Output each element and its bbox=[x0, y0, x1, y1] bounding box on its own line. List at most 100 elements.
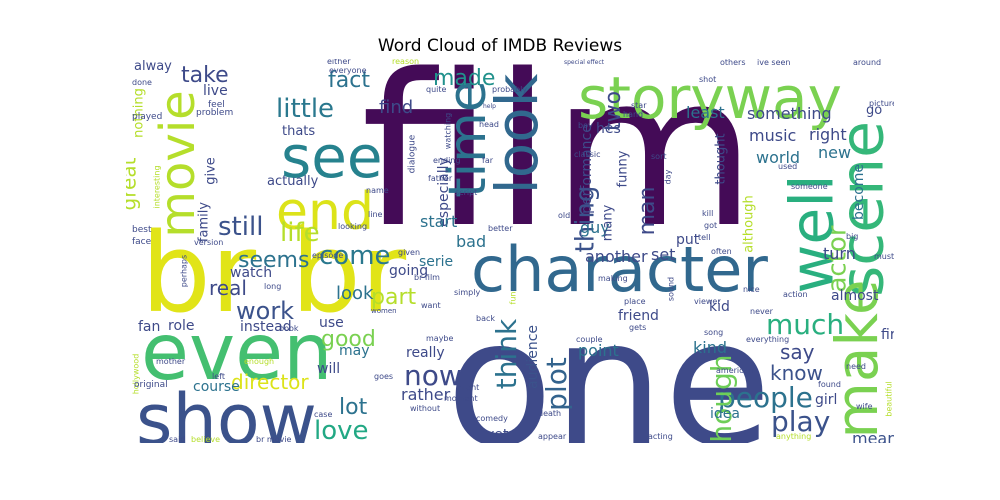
word-done: done bbox=[132, 78, 152, 87]
word-might: might bbox=[456, 383, 479, 392]
word-come: come bbox=[319, 241, 391, 271]
word-looking: looking bbox=[338, 222, 367, 231]
word-know: know bbox=[770, 361, 823, 385]
word-women: women bbox=[371, 307, 397, 315]
word-never: never bbox=[750, 307, 774, 316]
word-sort: sort bbox=[651, 152, 667, 161]
word-course: course bbox=[193, 379, 240, 395]
word-make: make bbox=[823, 279, 891, 438]
word-ive-seen: ive seen bbox=[757, 59, 791, 67]
word-look: look bbox=[483, 73, 551, 194]
word-nice: nice bbox=[743, 285, 760, 294]
word-name: name bbox=[366, 186, 389, 195]
word-problem: problem bbox=[196, 108, 233, 118]
word-making: making bbox=[598, 274, 628, 283]
word-really: really bbox=[406, 345, 445, 361]
word-viewer: viewer bbox=[694, 297, 721, 306]
word-end: end bbox=[276, 182, 374, 242]
word-even: even bbox=[141, 308, 333, 398]
word-around: around bbox=[853, 59, 881, 67]
word-time: time bbox=[438, 80, 498, 197]
word-thing: thing bbox=[571, 186, 601, 253]
word-said: said bbox=[169, 435, 185, 443]
word-mother: mother bbox=[156, 357, 186, 366]
word-least: least bbox=[686, 103, 725, 122]
word-wife: wife bbox=[856, 402, 873, 411]
word-instead: instead bbox=[240, 319, 292, 335]
word-though: though bbox=[705, 354, 738, 443]
word-interesting: interesting bbox=[153, 165, 162, 208]
word-shot: shot bbox=[699, 75, 716, 84]
word-fun: fun bbox=[509, 292, 518, 305]
word-long: long bbox=[264, 282, 281, 291]
word-director: director bbox=[231, 370, 309, 394]
word-place: place bbox=[624, 297, 646, 306]
word-see: see bbox=[281, 123, 383, 191]
word-start: start bbox=[420, 212, 457, 231]
word-everything: everything bbox=[746, 335, 789, 344]
word-book: book bbox=[279, 324, 299, 333]
word-film: film bbox=[361, 59, 756, 274]
word-good: good bbox=[321, 327, 376, 352]
cloud-background bbox=[126, 59, 894, 443]
word-song: song bbox=[704, 328, 723, 337]
word-thats: thats bbox=[282, 124, 315, 139]
word-others: others bbox=[720, 59, 745, 67]
word-role: role bbox=[168, 318, 195, 334]
word-love: love bbox=[314, 416, 369, 443]
word-played: played bbox=[132, 112, 162, 122]
word-tell: tell bbox=[698, 233, 711, 242]
word-acting: acting bbox=[648, 432, 673, 441]
word-got: got bbox=[704, 221, 717, 230]
word-especially: especially bbox=[436, 157, 452, 227]
word-without: without bbox=[410, 404, 440, 413]
word-think: think bbox=[490, 318, 523, 389]
word-music: music bbox=[749, 126, 796, 145]
word-alway: alway bbox=[134, 59, 172, 74]
word-must: must bbox=[874, 252, 894, 261]
word-hollywood: hollywood bbox=[132, 354, 141, 395]
word-gets: gets bbox=[629, 323, 646, 332]
word-someone: someone bbox=[791, 182, 828, 191]
word-made: made bbox=[433, 66, 495, 91]
word-death: death bbox=[538, 409, 561, 418]
word-right: right bbox=[809, 125, 847, 144]
word-head: head bbox=[479, 120, 499, 129]
word-something: something bbox=[747, 104, 832, 123]
word-maybe: maybe bbox=[426, 334, 454, 343]
word-dialogue: dialogue bbox=[408, 134, 418, 173]
word-boy: boy bbox=[578, 121, 593, 130]
word-idea: idea bbox=[710, 406, 740, 422]
word-want: want bbox=[421, 301, 441, 310]
word-first: first bbox=[881, 327, 894, 343]
word-original: original bbox=[134, 380, 168, 390]
word-left: left bbox=[212, 372, 225, 381]
word-comedy: comedy bbox=[476, 414, 508, 423]
word-bad: bad bbox=[456, 232, 486, 251]
word-use: use bbox=[319, 315, 344, 331]
word-actor: actor bbox=[823, 225, 853, 292]
word-found: found bbox=[818, 380, 841, 389]
word-well: well bbox=[778, 174, 848, 293]
word-nothing: nothing bbox=[132, 88, 147, 138]
word-version: version bbox=[194, 238, 223, 247]
word-kind: kind bbox=[693, 338, 727, 357]
word-case: case bbox=[314, 410, 332, 419]
word-episode: episode bbox=[312, 251, 343, 260]
word-great: great bbox=[126, 157, 141, 210]
word-help: help bbox=[483, 103, 496, 110]
word-kill: kill bbox=[702, 209, 713, 218]
word-actually: actually bbox=[267, 174, 319, 189]
word-go: go bbox=[866, 103, 882, 118]
word-simply: simply bbox=[454, 288, 480, 297]
word-watch: watch bbox=[230, 265, 272, 281]
word-performance: performance bbox=[579, 124, 595, 214]
word-br-br: br br bbox=[141, 209, 407, 337]
word-script: script bbox=[455, 188, 477, 197]
word-say: say bbox=[780, 340, 815, 364]
word-two: two bbox=[601, 91, 626, 131]
word-watching: watching bbox=[444, 113, 453, 149]
word-audience: audience bbox=[525, 325, 541, 389]
word-often: often bbox=[711, 247, 732, 256]
